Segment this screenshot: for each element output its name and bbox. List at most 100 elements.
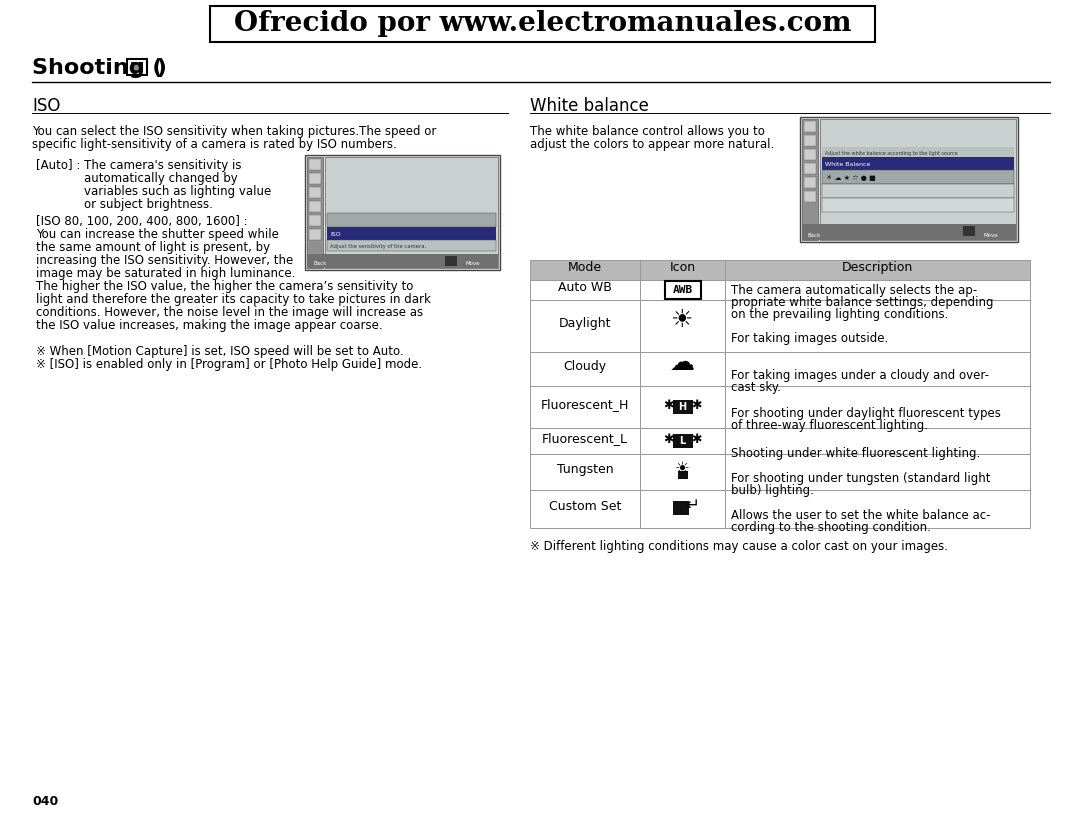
Text: You can increase the shutter speed while: You can increase the shutter speed while: [36, 228, 279, 241]
Text: ※ Different lighting conditions may cause a color cast on your images.: ※ Different lighting conditions may caus…: [530, 540, 948, 553]
Text: [Auto] : The camera's sensitivity is: [Auto] : The camera's sensitivity is: [36, 159, 242, 172]
Text: propriate white balance settings, depending: propriate white balance settings, depend…: [731, 296, 994, 309]
Text: White Balance: White Balance: [825, 162, 870, 167]
Bar: [640, 352, 725, 386]
Text: ISO: ISO: [330, 232, 341, 237]
Text: Allows the user to set the white balance ac-: Allows the user to set the white balance…: [731, 509, 990, 522]
Bar: [640, 428, 725, 454]
Text: conditions. However, the noise level in the image will increase as: conditions. However, the noise level in …: [36, 306, 423, 319]
Text: ISO: ISO: [32, 97, 60, 115]
Bar: [133, 64, 141, 70]
Text: The camera automatically selects the ap-: The camera automatically selects the ap-: [731, 284, 977, 297]
Bar: [822, 184, 1014, 198]
Text: ☀: ☀: [675, 460, 690, 478]
Text: L: L: [679, 436, 686, 446]
Bar: [210, 6, 875, 42]
Bar: [804, 191, 816, 202]
Bar: [800, 117, 1018, 242]
Bar: [673, 434, 692, 448]
Text: For taking images under a cloudy and over-: For taking images under a cloudy and ove…: [731, 369, 989, 382]
Bar: [804, 177, 816, 188]
Bar: [327, 227, 496, 240]
Text: image may be saturated in high luminance.: image may be saturated in high luminance…: [36, 267, 295, 280]
Text: Move: Move: [465, 261, 480, 266]
Text: light and therefore the greater its capacity to take pictures in dark: light and therefore the greater its capa…: [36, 293, 431, 306]
Text: the same amount of light is present, by: the same amount of light is present, by: [36, 241, 270, 254]
Text: Ofrecido por www.electromanuales.com: Ofrecido por www.electromanuales.com: [233, 10, 851, 37]
Text: ☀: ☀: [672, 308, 693, 332]
Bar: [725, 352, 1030, 386]
Bar: [530, 490, 640, 528]
Bar: [640, 454, 725, 490]
Bar: [445, 256, 457, 266]
Text: or subject brightness.: or subject brightness.: [84, 198, 213, 211]
Text: Adjust the white balance according to the light source: Adjust the white balance according to th…: [825, 151, 958, 156]
Bar: [664, 281, 701, 299]
Bar: [530, 454, 640, 490]
Text: Auto WB: Auto WB: [558, 281, 612, 294]
Bar: [725, 300, 1030, 352]
Bar: [131, 62, 143, 72]
Text: AWB: AWB: [673, 285, 692, 295]
Text: automatically changed by: automatically changed by: [84, 172, 238, 185]
Text: specific light-sensitivity of a camera is rated by ISO numbers.: specific light-sensitivity of a camera i…: [32, 138, 396, 151]
Bar: [305, 155, 500, 270]
Bar: [309, 201, 321, 212]
Bar: [804, 121, 816, 132]
Bar: [640, 300, 725, 352]
Text: H: H: [678, 402, 687, 412]
Bar: [802, 119, 818, 240]
Bar: [725, 260, 1030, 280]
Text: ): ): [149, 58, 167, 78]
Text: For shooting under tungsten (standard light: For shooting under tungsten (standard li…: [731, 472, 990, 485]
Bar: [640, 280, 725, 300]
Text: For taking images outside.: For taking images outside.: [731, 332, 888, 345]
Bar: [327, 240, 496, 251]
Text: Custom Set: Custom Set: [549, 500, 621, 513]
Bar: [673, 501, 689, 515]
Bar: [725, 490, 1030, 528]
Text: Shooting (: Shooting (: [32, 58, 171, 78]
Bar: [530, 260, 640, 280]
Text: ✱: ✱: [663, 433, 674, 446]
Bar: [530, 280, 640, 300]
Text: Cloudy: Cloudy: [564, 360, 607, 373]
Text: Shooting under white fluorescent lighting.: Shooting under white fluorescent lightin…: [731, 447, 981, 460]
Text: increasing the ISO sensitivity. However, the: increasing the ISO sensitivity. However,…: [36, 254, 294, 267]
Text: ※ When [Motion Capture] is set, ISO speed will be set to Auto.: ※ When [Motion Capture] is set, ISO spee…: [36, 345, 404, 358]
Bar: [309, 159, 321, 170]
Bar: [309, 215, 321, 226]
Bar: [640, 260, 725, 280]
Text: cast sky.: cast sky.: [731, 381, 781, 394]
Bar: [307, 254, 498, 268]
Bar: [309, 229, 321, 240]
Bar: [963, 226, 975, 236]
Text: The white balance control allows you to: The white balance control allows you to: [530, 125, 765, 138]
Bar: [127, 59, 147, 75]
Bar: [822, 147, 1014, 157]
Bar: [307, 157, 323, 268]
Text: ☁: ☁: [670, 351, 696, 375]
Bar: [530, 428, 640, 454]
Text: of three-way fluorescent lighting.: of three-way fluorescent lighting.: [731, 419, 928, 432]
Text: Fluorescent_H: Fluorescent_H: [541, 398, 630, 411]
Bar: [725, 280, 1030, 300]
Bar: [530, 386, 640, 428]
Text: Daylight: Daylight: [558, 317, 611, 330]
Text: ↵: ↵: [686, 496, 700, 514]
Bar: [822, 157, 1014, 170]
Bar: [725, 386, 1030, 428]
Bar: [673, 400, 692, 414]
Bar: [804, 135, 816, 146]
Text: Adjust the sensitivity of the camera.: Adjust the sensitivity of the camera.: [330, 244, 427, 249]
Text: 040: 040: [32, 795, 58, 808]
Text: Tungsten: Tungsten: [556, 463, 613, 476]
Text: adjust the colors to appear more natural.: adjust the colors to appear more natural…: [530, 138, 774, 151]
Bar: [677, 471, 688, 479]
Bar: [804, 149, 816, 160]
Bar: [804, 163, 816, 174]
Text: Mode: Mode: [568, 261, 602, 274]
Bar: [327, 213, 496, 227]
Text: Icon: Icon: [670, 261, 696, 274]
Text: Back: Back: [808, 233, 822, 238]
